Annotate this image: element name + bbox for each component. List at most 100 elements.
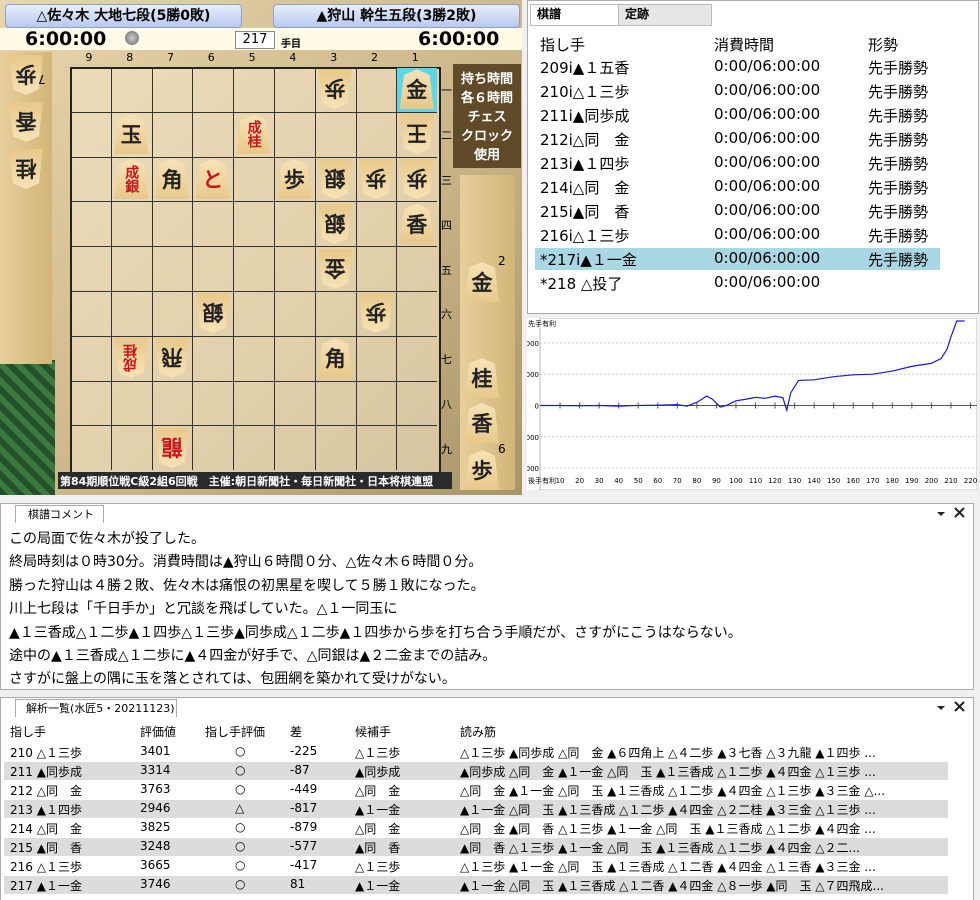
analysis-cell[interactable]: 81 <box>290 877 306 891</box>
analysis-cell[interactable]: △同 金 <box>355 822 401 836</box>
kifu-cell[interactable]: 213i▲１四歩 <box>540 155 630 173</box>
piece[interactable]: 成銀 <box>114 159 149 199</box>
analysis-cell[interactable]: 3763 <box>140 782 171 796</box>
analysis-cell[interactable]: △同 金 ▲同 香 △１三歩 ▲１一金 △同 玉 ▲１三香成 △１二歩 ▲４四金… <box>460 822 876 836</box>
kifu-cell[interactable]: 209i▲１五香 <box>540 59 630 77</box>
analysis-cell[interactable]: △１三歩 ▲１一金 △同 玉 ▲１三香成 △１二香 ▲４四金 △１三香 ▲３三金… <box>460 860 876 874</box>
analysis-cell[interactable]: △１三歩 <box>355 860 401 874</box>
analysis-cell[interactable]: △１三歩 <box>355 746 401 760</box>
kifu-cell[interactable]: 0:00/06:00:00 <box>714 177 821 195</box>
analysis-cell[interactable]: 3401 <box>140 744 171 758</box>
analysis-cell[interactable]: 3665 <box>140 858 171 872</box>
hand-piece[interactable]: 金 <box>465 262 499 302</box>
analysis-cell[interactable]: 3248 <box>140 839 171 853</box>
hand-piece[interactable]: 桂 <box>465 358 499 398</box>
piece[interactable]: 金 <box>399 69 434 110</box>
analysis-cell[interactable]: 212 △同 金 <box>10 784 82 798</box>
analysis-cell[interactable]: -449 <box>290 782 318 796</box>
piece[interactable]: と <box>195 159 230 199</box>
piece[interactable]: 香 <box>399 203 434 244</box>
analysis-cell[interactable]: 3314 <box>140 763 171 777</box>
move-number[interactable]: 217 <box>235 31 275 49</box>
analysis-cell[interactable]: △ <box>235 801 245 815</box>
kifu-cell[interactable]: 214i△同 金 <box>540 179 630 197</box>
piece[interactable]: 歩 <box>318 69 352 109</box>
kifu-cell[interactable]: 先手勝勢 <box>868 155 929 173</box>
analysis-cell[interactable]: 215 ▲同 香 <box>10 841 82 855</box>
analysis-cell[interactable]: 3746 <box>140 877 171 891</box>
analysis-cell[interactable]: ○ <box>235 820 246 834</box>
kifu-cell[interactable]: 0:00/06:00:00 <box>714 129 821 147</box>
kifu-cell[interactable]: 先手勝勢 <box>868 83 929 101</box>
piece[interactable]: 金 <box>318 249 352 289</box>
analysis-cell[interactable]: -577 <box>290 839 318 853</box>
kifu-cell[interactable]: 先手勝勢 <box>868 179 929 197</box>
analysis-cell[interactable]: 213 ▲１四歩 <box>10 803 82 817</box>
kifu-cell[interactable]: 0:00/06:00:00 <box>714 81 821 99</box>
kifu-cell[interactable]: *218 △投了 <box>540 275 623 293</box>
tab[interactable]: 棋譜 <box>530 4 624 26</box>
hand-piece[interactable]: 桂 <box>9 149 43 189</box>
analysis-cell[interactable]: ○ <box>235 744 246 758</box>
piece[interactable]: 銀 <box>318 159 352 199</box>
analysis-cell[interactable]: -817 <box>290 801 318 815</box>
hand-piece[interactable]: 歩 <box>465 450 499 490</box>
piece[interactable]: 角 <box>318 338 353 379</box>
kifu-cell[interactable]: 0:00/06:00:00 <box>714 273 821 291</box>
piece[interactable]: 玉 <box>114 114 149 155</box>
analysis-cell[interactable]: ▲１一金 △同 玉 ▲１三香成 △１二歩 ▲４四金 △２二桂 ▲３三金 △１三歩… <box>460 803 876 817</box>
analysis-cell[interactable]: ▲１一金 <box>355 879 401 893</box>
kifu-cell[interactable]: 216i△１三歩 <box>540 227 630 245</box>
analysis-cell[interactable]: △同 金 <box>355 784 401 798</box>
analysis-cell[interactable]: 217 ▲１一金 <box>10 879 82 893</box>
piece[interactable]: 歩 <box>359 293 393 333</box>
analysis-cell[interactable]: 2946 <box>140 801 171 815</box>
analysis-cell[interactable]: 214 △同 金 <box>10 822 82 836</box>
analysis-cell[interactable]: -225 <box>290 744 318 758</box>
analysis-cell[interactable]: ▲同歩成 △同 金 ▲１一金 △同 玉 ▲１三香成 △１二歩 ▲４四金 △１三歩… <box>460 765 876 779</box>
kifu-cell[interactable]: 211i▲同歩成 <box>540 107 630 125</box>
analysis-cell[interactable]: -417 <box>290 858 318 872</box>
piece[interactable]: 歩 <box>359 159 393 199</box>
piece[interactable]: 王 <box>400 114 434 154</box>
analysis-cell[interactable]: ○ <box>235 839 246 853</box>
kifu-cell[interactable]: 先手勝勢 <box>868 131 929 149</box>
kifu-cell[interactable]: 0:00/06:00:00 <box>714 153 821 171</box>
analysis-cell[interactable]: ▲１一金 <box>355 803 401 817</box>
analysis-cell[interactable]: 3825 <box>140 820 171 834</box>
analysis-cell[interactable]: -879 <box>290 820 318 834</box>
piece[interactable]: 飛 <box>155 338 189 378</box>
piece[interactable]: 銀 <box>196 293 230 333</box>
analysis-cell[interactable]: ▲同 香 <box>355 841 401 855</box>
kifu-cell[interactable]: 0:00/06:00:00 <box>714 201 821 219</box>
analysis-cell[interactable]: ○ <box>235 782 246 796</box>
kifu-cell[interactable]: 先手勝勢 <box>868 203 929 221</box>
piece[interactable]: 銀 <box>318 204 352 244</box>
analysis-cell[interactable]: 210 △１三歩 <box>10 746 82 760</box>
piece[interactable]: 角 <box>155 159 189 199</box>
analysis-cell[interactable]: △１三歩 ▲同歩成 △同 金 ▲６四角上 △４二歩 ▲３七香 △３九龍 ▲１四歩… <box>460 746 876 760</box>
kifu-cell[interactable]: 0:00/06:00:00 <box>714 57 821 75</box>
kifu-cell[interactable]: 0:00/06:00:00 <box>714 249 821 267</box>
kifu-cell[interactable]: 先手勝勢 <box>868 251 929 269</box>
kifu-cell[interactable]: 0:00/06:00:00 <box>714 225 821 243</box>
hand-piece[interactable]: 香 <box>9 102 43 142</box>
panel-controls[interactable] <box>930 699 975 715</box>
piece[interactable]: 成桂 <box>236 114 271 155</box>
panel-controls[interactable] <box>930 505 975 521</box>
analysis-cell[interactable]: ○ <box>235 877 246 891</box>
analysis-cell[interactable]: ○ <box>235 858 246 872</box>
kifu-cell[interactable]: 先手勝勢 <box>868 227 929 245</box>
analysis-cell[interactable]: 216 △１三歩 <box>10 860 82 874</box>
analysis-cell[interactable]: ▲同 香 △１三歩 ▲１一金 △同 玉 ▲１三香成 △１二歩 ▲４四金 △２二.… <box>460 841 860 855</box>
analysis-cell[interactable]: ○ <box>235 763 246 777</box>
analysis-cell[interactable]: ▲同歩成 <box>355 765 401 779</box>
kifu-cell[interactable]: 先手勝勢 <box>868 107 929 125</box>
analysis-cell[interactable]: 211 ▲同歩成 <box>10 765 82 779</box>
analysis-cell[interactable]: △同 金 ▲１一金 △同 玉 ▲１三香成 △１二歩 ▲４四金 △１三歩 ▲３三金… <box>460 784 886 798</box>
piece[interactable]: 龍 <box>155 428 189 468</box>
analysis-cell[interactable]: -87 <box>290 763 310 777</box>
piece[interactable]: 歩 <box>400 159 434 199</box>
kifu-cell[interactable]: *217i▲１一金 <box>540 251 637 269</box>
piece[interactable]: 歩 <box>277 159 312 199</box>
